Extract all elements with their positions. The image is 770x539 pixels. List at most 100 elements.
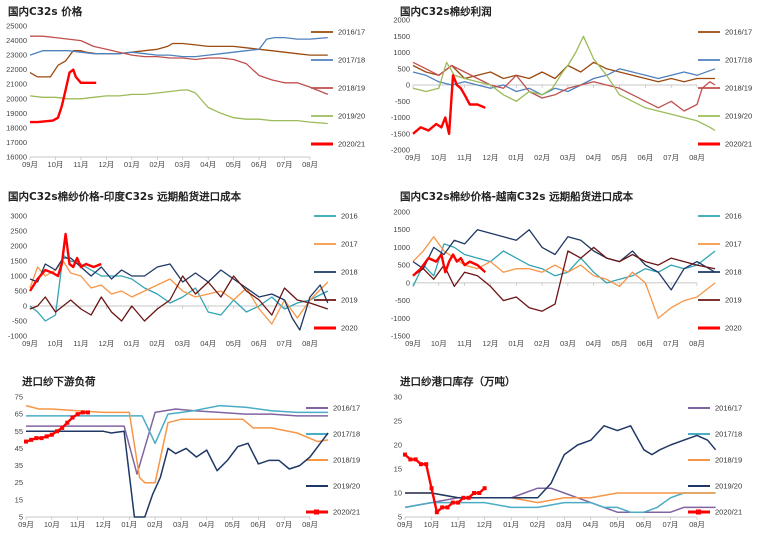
x-tick-label: 08月 [689, 153, 705, 162]
series-marker [29, 437, 34, 442]
x-tick-label: 12月 [483, 153, 499, 162]
series-line-2017-18 [29, 36, 328, 58]
y-tick-label: 16000 [6, 153, 27, 162]
y-tick-label: 500 [397, 261, 410, 270]
legend-entry: 2016/17 [338, 28, 365, 37]
x-tick-label: 04月 [200, 160, 216, 169]
y-tick-label: 2000 [10, 242, 27, 251]
series-marker [429, 486, 434, 491]
series-line-2020 [412, 253, 487, 277]
series-marker [445, 505, 450, 510]
x-tick-label: 03月 [556, 520, 572, 529]
series-line-2019-20 [405, 425, 717, 499]
series-marker [24, 439, 28, 444]
chart-title: 国内C32s棉纱价格-越南C32s 远期船货进口成本 [400, 190, 634, 203]
series-marker [54, 429, 59, 434]
y-tick-label: 23000 [6, 51, 27, 60]
legend-entry: 2016/17 [715, 404, 742, 413]
series-marker [60, 425, 65, 430]
chart-title: 国内C32s棉纱利润 [400, 5, 492, 18]
series-line-2016-17 [26, 408, 329, 475]
legend-entry: 2018/19 [725, 84, 752, 93]
y-tick-label: 35 [15, 461, 23, 470]
x-tick-label: 07月 [277, 339, 293, 348]
series-line-2017-18 [404, 492, 716, 513]
series-marker [85, 410, 90, 415]
series-line-2016-17 [29, 42, 328, 78]
series-marker [70, 415, 75, 420]
legend-entry: 2016 [341, 212, 358, 221]
x-tick-label: 10月 [424, 520, 440, 529]
x-tick-label: 11月 [457, 339, 472, 348]
legend-entry: 2018 [725, 268, 742, 277]
x-tick-label: 06月 [250, 520, 266, 529]
series-line-2020-21 [404, 453, 486, 514]
y-tick-label: 15 [394, 465, 402, 474]
y-tick-label: 500 [397, 64, 410, 73]
y-tick-label: -1500 [391, 129, 410, 138]
series-marker [413, 457, 418, 462]
legend-entry: 2019/20 [333, 482, 360, 491]
series-line-2020-21 [412, 74, 486, 136]
x-tick-label: 08月 [302, 520, 318, 529]
series-marker [482, 486, 487, 491]
y-tick-label: 17000 [6, 138, 27, 147]
x-tick-label: 08月 [689, 339, 705, 348]
series-marker [440, 505, 445, 510]
legend-entry: 2017/18 [725, 56, 752, 65]
y-tick-label: 5 [398, 513, 402, 522]
legend-entry: 2016/17 [725, 28, 752, 37]
x-tick-label: 06月 [637, 153, 653, 162]
y-tick-label: -1000 [8, 332, 27, 341]
x-tick-label: 05月 [226, 160, 242, 169]
series-line-2017-18 [412, 68, 716, 96]
legend-entry: 2019/20 [338, 112, 365, 121]
series-line-2019-20 [26, 430, 329, 518]
y-tick-label: 0 [406, 278, 410, 287]
y-tick-label: 45 [15, 444, 23, 453]
x-tick-label: 05月 [612, 339, 628, 348]
legend-marker [314, 509, 319, 515]
x-tick-label: 02月 [534, 339, 550, 348]
legend-marker [696, 509, 701, 515]
series-line-2016-17 [404, 487, 716, 513]
x-tick-label: 08月 [689, 520, 705, 529]
chart-title: 进口纱港口库存（万吨） [400, 375, 516, 388]
y-tick-label: 2500 [10, 227, 27, 236]
y-tick-label: 18000 [6, 123, 27, 132]
legend-entry: 2020 [341, 324, 358, 333]
y-tick-label: -500 [12, 317, 27, 326]
chart-c5: 进口纱下游负荷 5 15 25 35 45 55 65 75 09月 10月 11月 12月 01月 02月… [15, 375, 360, 529]
y-tick-label: 5 [19, 513, 23, 522]
series-marker [80, 410, 85, 415]
x-tick-label: 01月 [121, 520, 137, 529]
x-tick-label: 12月 [98, 160, 114, 169]
y-tick-label: 3000 [10, 212, 27, 221]
x-tick-label: 07月 [663, 153, 679, 162]
y-tick-label: 20 [394, 441, 402, 450]
x-tick-label: 02月 [149, 160, 165, 169]
series-line-2017 [29, 260, 329, 325]
x-tick-label: 10月 [431, 339, 447, 348]
series-marker [34, 436, 39, 441]
x-tick-label: 04月 [200, 339, 216, 348]
y-tick-label: -500 [395, 97, 410, 106]
series-marker [472, 491, 477, 495]
y-tick-label: 25 [394, 417, 402, 426]
series-marker [477, 491, 482, 495]
x-tick-label: 11月 [73, 339, 88, 348]
x-tick-label: 08月 [302, 160, 318, 169]
y-tick-label: 30 [394, 393, 402, 402]
legend-entry: 2017/18 [715, 430, 742, 439]
y-tick-label: 2000 [393, 208, 410, 217]
chart-c2: 国内C32s棉纱利润 -2000 -1500 -1000 -500 0 500 1000 150… [391, 5, 752, 162]
series-line-2016 [29, 254, 329, 322]
x-tick-label: 07月 [276, 520, 292, 529]
y-tick-label: 2000 [393, 16, 410, 25]
series-line-2018 [29, 257, 329, 331]
y-tick-label: 1000 [393, 48, 410, 57]
series-line-2019 [29, 275, 329, 322]
series-line-2020 [28, 232, 102, 292]
x-tick-label: 05月 [612, 153, 628, 162]
